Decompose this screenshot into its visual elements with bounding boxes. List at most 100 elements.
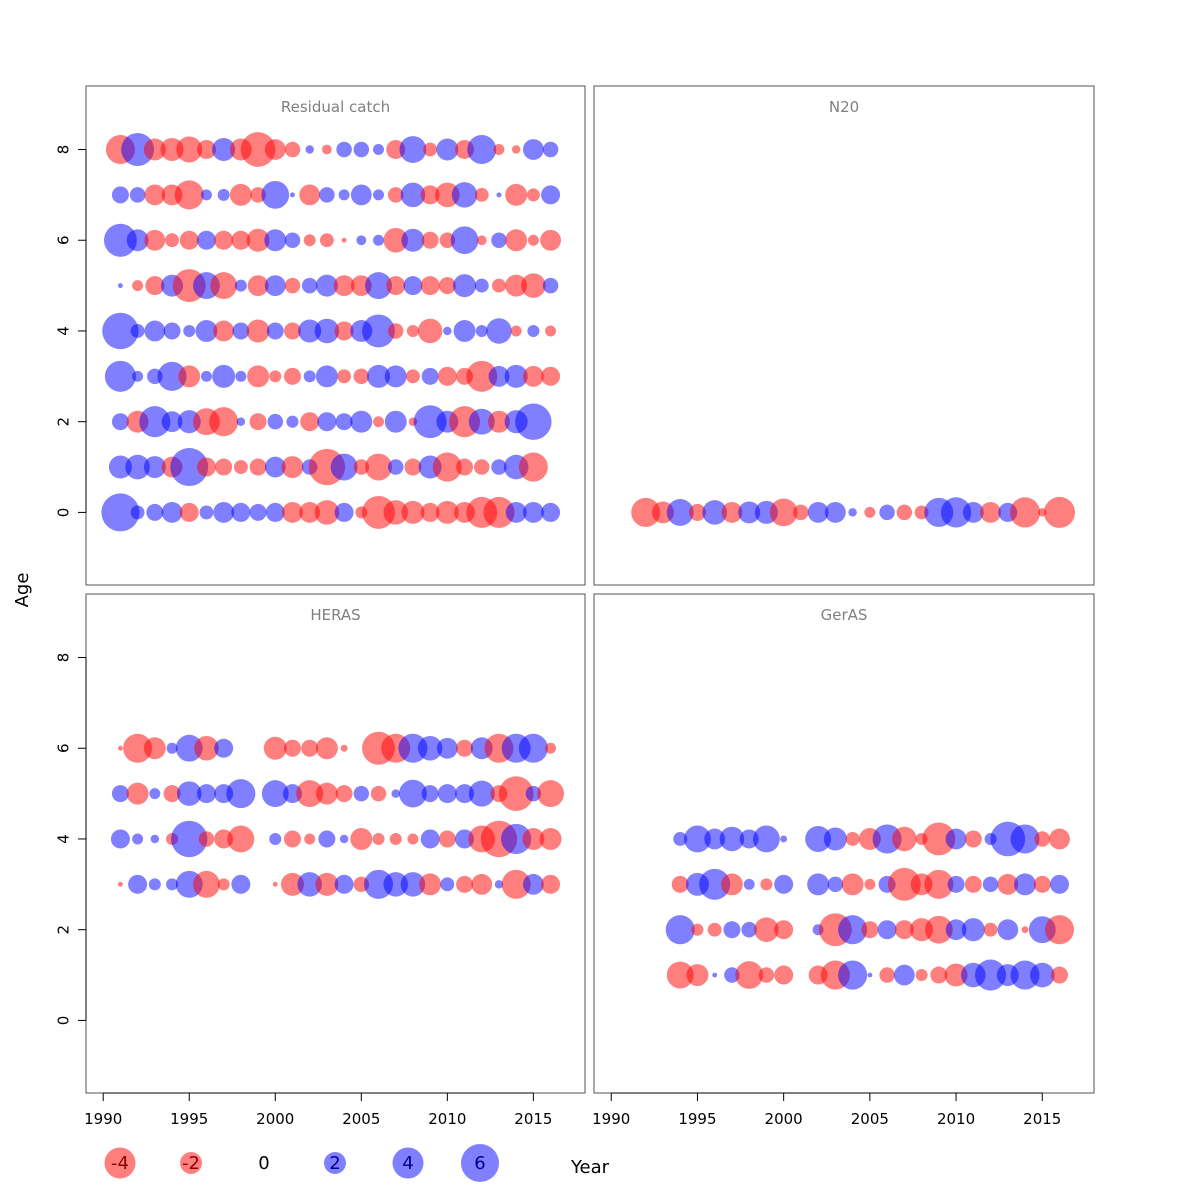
residual-bubble xyxy=(456,458,474,476)
residual-bubble xyxy=(666,498,694,526)
residual-bubble xyxy=(281,456,304,479)
residual-bubble xyxy=(848,508,857,517)
residual-bubble xyxy=(864,878,876,890)
residual-bubble xyxy=(475,324,488,337)
residual-bubble xyxy=(420,829,440,849)
residual-bubble xyxy=(491,459,507,475)
residual-bubble xyxy=(541,874,561,894)
residual-bubble xyxy=(526,188,540,202)
residual-bubble xyxy=(282,502,303,523)
residual-bubble xyxy=(110,829,130,849)
residual-bubble xyxy=(297,872,322,897)
x-tick-label: 2000 xyxy=(256,1110,294,1128)
residual-bubble xyxy=(240,132,276,167)
residual-bubble xyxy=(401,500,425,524)
residual-bubble xyxy=(1030,962,1055,988)
residual-bubble xyxy=(163,785,181,803)
residual-bubble xyxy=(175,734,203,762)
residual-bubble xyxy=(213,502,235,523)
residual-bubble xyxy=(1034,831,1051,847)
residual-bubble xyxy=(269,832,282,845)
residual-bubble xyxy=(196,230,216,250)
residual-bubble xyxy=(420,185,440,205)
residual-bubble xyxy=(264,275,286,297)
residual-bubble xyxy=(303,234,316,247)
residual-bubble xyxy=(1050,874,1070,894)
residual-bubble xyxy=(945,828,967,850)
residual-bubble xyxy=(403,276,423,296)
residual-bubble xyxy=(1051,966,1069,984)
residual-bubble xyxy=(284,277,301,294)
residual-bubble xyxy=(997,919,1019,941)
residual-bubble xyxy=(264,139,286,160)
residual-bubble xyxy=(143,138,166,161)
y-tick-label: 6 xyxy=(55,743,73,753)
residual-bubble xyxy=(319,233,334,248)
residual-bubble xyxy=(774,965,794,985)
residual-bubble xyxy=(249,458,267,476)
residual-bubble xyxy=(350,827,373,850)
panel-title: HERAS xyxy=(310,606,360,624)
x-tick-label: 2000 xyxy=(765,1110,803,1128)
residual-bubble xyxy=(126,229,149,252)
residual-bubble xyxy=(104,360,136,392)
residual-bubble xyxy=(178,365,201,388)
residual-bubble xyxy=(421,367,439,385)
x-tick-label: 2015 xyxy=(1023,1110,1061,1128)
residual-bubble xyxy=(468,780,495,807)
residual-bubble xyxy=(372,832,385,845)
residual-bubble xyxy=(754,917,779,942)
residual-bubble xyxy=(945,919,967,941)
residual-bubble xyxy=(983,922,998,937)
residual-bubble xyxy=(196,457,216,477)
residual-bubble xyxy=(436,737,458,759)
residual-bubble xyxy=(468,408,495,435)
residual-bubble xyxy=(443,326,452,336)
residual-bubble xyxy=(246,319,270,343)
residual-bubble xyxy=(421,231,439,249)
residual-bubble xyxy=(231,502,251,522)
residual-bubble xyxy=(283,367,301,385)
residual-bubble xyxy=(924,869,954,899)
residual-bubble xyxy=(362,314,395,348)
residual-bubble xyxy=(964,830,982,848)
legend: -4 -2 0 2 4 6 xyxy=(104,1144,499,1182)
x-axis-title: Year xyxy=(570,1157,610,1178)
residual-bubble xyxy=(236,417,246,426)
residual-bubble xyxy=(111,186,129,204)
residual-bubble xyxy=(541,502,561,522)
residual-bubble xyxy=(176,136,203,163)
residual-bubble xyxy=(493,144,505,155)
residual-bubble xyxy=(249,503,267,521)
residual-bubble xyxy=(317,412,337,432)
residual-bubble xyxy=(684,825,711,853)
residual-bubble xyxy=(947,875,965,893)
residual-bubble xyxy=(261,780,289,808)
residual-bubble xyxy=(496,192,502,198)
residual-bubble xyxy=(149,788,161,800)
x-tick-label: 2005 xyxy=(851,1110,889,1128)
residual-bubble xyxy=(872,824,902,854)
legend-bubble xyxy=(324,1152,346,1174)
residual-bubble xyxy=(132,833,144,845)
legend-label: 6 xyxy=(474,1153,485,1174)
residual-bubble xyxy=(420,502,440,522)
residual-bubble xyxy=(975,959,1007,991)
residual-bubble xyxy=(1014,873,1037,896)
residual-bubble xyxy=(117,283,123,289)
residual-bubble xyxy=(179,502,199,522)
residual-bubble xyxy=(265,502,285,522)
residual-bubble xyxy=(353,785,370,802)
residual-bubble xyxy=(321,144,332,155)
residual-bubble xyxy=(231,230,251,250)
residual-bubble xyxy=(1010,960,1040,990)
residual-bubble xyxy=(165,233,179,248)
residual-bubble xyxy=(132,280,144,292)
residual-bubble xyxy=(841,873,864,896)
residual-bubble xyxy=(807,873,830,896)
residual-bubble xyxy=(196,784,216,804)
residual-bubble xyxy=(699,868,731,900)
residual-bubble xyxy=(132,370,144,382)
residual-bubble xyxy=(305,145,314,154)
residual-bubble xyxy=(861,921,879,939)
